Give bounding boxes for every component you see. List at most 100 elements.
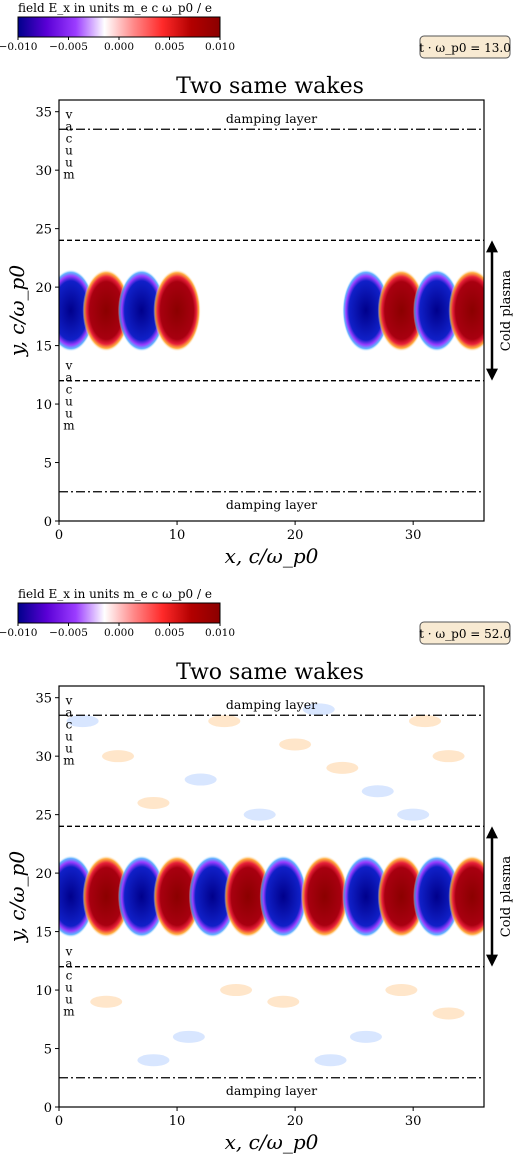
arrow-head-up: [486, 826, 498, 839]
x-tick-label: 30: [405, 528, 422, 543]
chart-svg-top: field E_x in units m_e c ω_p0 / e −0.010−…: [0, 1, 514, 568]
noise-mark: [314, 1054, 347, 1067]
y-axis-label: y, c/ω_p0: [5, 851, 29, 943]
wake-blob-negative: [413, 269, 461, 352]
y-tick-label: 5: [44, 457, 52, 472]
y-tick-label: 25: [35, 809, 52, 824]
wake-blob-positive: [153, 855, 201, 938]
colorbar-tick-label: −0.005: [49, 41, 88, 53]
wake-blob-negative: [59, 855, 95, 938]
colorbar-title: field E_x in units m_e c ω_p0 / e: [18, 1, 212, 15]
colorbar: [17, 602, 221, 624]
y-tick-label: 5: [44, 1043, 52, 1058]
vacuum-label-bottom-text: vacuum: [62, 359, 76, 431]
y-tick-label: 20: [35, 867, 52, 882]
noise-mark: [361, 785, 394, 798]
noise-mark: [432, 750, 465, 763]
colorbar-tick-label: 0.010: [205, 41, 235, 53]
wake-blob-negative: [342, 269, 390, 352]
y-tick-label: 10: [35, 984, 52, 999]
noise-mark: [137, 1054, 170, 1067]
colorbar-tick-label: −0.010: [0, 627, 37, 639]
vacuum-label-bottom-text: vacuum: [62, 945, 76, 1017]
time-badge: [419, 621, 511, 645]
colorbar-tick-label: 0.010: [205, 627, 235, 639]
y-tick-label: 35: [35, 106, 52, 121]
wake-blob-positive: [153, 269, 201, 352]
damping-layer-label-bottom: damping layer: [226, 497, 317, 512]
x-tick-label: 20: [287, 1114, 304, 1129]
y-tick-label: 25: [35, 223, 52, 238]
colorbar-tick-label: −0.005: [49, 627, 88, 639]
arrow-head-down: [486, 368, 498, 381]
y-tick-label: 10: [35, 398, 52, 413]
wake-blob-positive: [224, 855, 272, 938]
axes-frame: [58, 99, 485, 522]
wake-blob-negative: [188, 855, 237, 938]
damping-layer-label-bottom: damping layer: [226, 1083, 317, 1098]
x-axis-label: x, c/ω_p0: [225, 1130, 319, 1154]
plot-area: [59, 100, 484, 521]
x-tick-label: 10: [169, 528, 186, 543]
time-label: t · ω_p0 = 52.0: [419, 627, 511, 641]
noise-mark: [172, 1030, 205, 1043]
wake-blob-positive: [448, 269, 484, 352]
y-tick-label: 30: [35, 750, 52, 765]
x-tick-label: 20: [287, 528, 304, 543]
cold-plasma-label: Cold plasma: [499, 856, 514, 938]
time-badge: [419, 35, 511, 59]
noise-mark: [349, 1030, 382, 1043]
colorbar-tick-label: 0.000: [104, 627, 134, 639]
vacuum-label-top-text: vacuum: [62, 107, 76, 179]
y-tick-label: 15: [35, 340, 52, 355]
wake-blob-positive: [377, 855, 426, 938]
noise-mark: [279, 738, 312, 751]
damping-layer-label-top: damping layer: [226, 697, 317, 712]
noise-mark: [385, 984, 418, 997]
y-tick-label: 30: [35, 164, 52, 179]
x-axis-label: x, c/ω_p0: [225, 544, 319, 568]
noise-mark: [397, 808, 430, 821]
noise-mark: [302, 703, 335, 716]
x-tick-label: 10: [169, 1114, 186, 1129]
wake-blob-positive: [82, 269, 130, 352]
chart-svg-bottom: field E_x in units m_e c ω_p0 / e −0.010−…: [0, 587, 514, 1154]
vacuum-label-bottom: vacuum: [62, 359, 76, 431]
noise-mark: [137, 796, 170, 809]
noise-mark: [220, 984, 253, 997]
colorbar-tick-label: 0.005: [154, 627, 184, 639]
noise-mark: [243, 808, 276, 821]
panel-bottom: field E_x in units m_e c ω_p0 / e −0.010−…: [0, 586, 520, 1166]
colorbar-tick-label: 0.000: [104, 41, 134, 53]
colorbar-title: field E_x in units m_e c ω_p0 / e: [18, 587, 212, 601]
y-tick-label: 0: [44, 1101, 52, 1116]
chart-title: Two same wakes: [176, 660, 364, 685]
cold-plasma-label: Cold plasma: [499, 270, 514, 352]
noise-mark: [408, 715, 441, 728]
colorbar-tick-label: 0.005: [154, 41, 184, 53]
x-tick-label: 0: [55, 1114, 63, 1129]
x-tick-label: 0: [55, 528, 63, 543]
vacuum-label-top-text: vacuum: [62, 693, 76, 765]
wake-blob-negative: [342, 855, 390, 938]
noise-mark: [267, 995, 300, 1008]
wake-blob-negative: [117, 269, 166, 352]
wake-blob-positive: [82, 855, 130, 938]
y-tick-label: 35: [35, 692, 52, 707]
noise-mark: [208, 715, 241, 728]
noise-mark: [432, 1007, 465, 1020]
y-tick-label: 15: [35, 926, 52, 941]
y-tick-label: 0: [44, 515, 52, 530]
wake-blob-negative: [59, 269, 95, 352]
arrow-head-up: [486, 240, 498, 253]
x-tick-label: 30: [405, 1114, 422, 1129]
vacuum-label-top: vacuum: [62, 107, 76, 179]
vacuum-label-top: vacuum: [62, 693, 76, 765]
colorbar-tick-label: −0.010: [0, 41, 37, 53]
time-label: t · ω_p0 = 13.0: [419, 41, 511, 55]
y-axis-label: y, c/ω_p0: [5, 265, 29, 357]
wake-blob-positive: [448, 855, 484, 938]
wake-blob-negative: [413, 855, 461, 938]
chart-title: Two same wakes: [176, 74, 364, 99]
plot-area: [59, 686, 484, 1107]
